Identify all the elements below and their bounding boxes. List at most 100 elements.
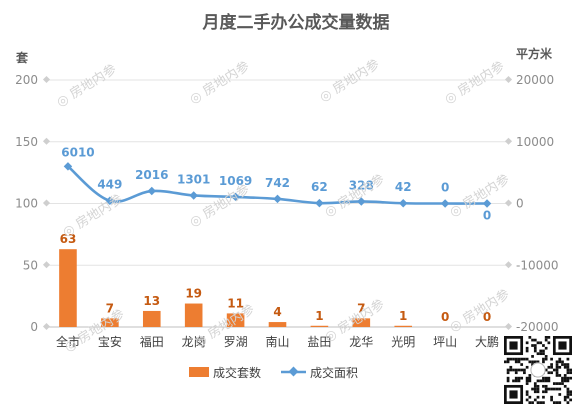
qr-cell [528, 360, 532, 364]
qr-cell [555, 363, 559, 366]
qr-cell [547, 336, 551, 339]
qr-cell [566, 393, 570, 396]
line-data-label: 0 [441, 181, 449, 195]
qr-cell [531, 387, 534, 391]
qr-cell [533, 338, 537, 342]
qr-cell [544, 376, 548, 380]
qr-code [504, 336, 572, 404]
qr-cell [552, 368, 556, 372]
qr-cell [514, 376, 518, 380]
qr-cell [504, 360, 507, 364]
line-data-label: 742 [265, 176, 290, 190]
qr-cell [566, 390, 570, 394]
qr-cell [544, 346, 548, 350]
y-left-tick: 50 [23, 258, 38, 272]
axis-diamond [504, 322, 513, 331]
qr-cell [552, 382, 556, 385]
legend-line-marker [288, 366, 299, 377]
x-tick-label: 宝安 [98, 334, 122, 349]
axis-diamond [42, 322, 51, 331]
bar-data-label: 63 [60, 232, 77, 246]
qr-cell [531, 338, 534, 342]
bar-data-label: 4 [273, 305, 281, 319]
qr-cell [514, 357, 518, 361]
bar [268, 322, 287, 327]
qr-cell [563, 374, 567, 377]
bar [226, 313, 245, 327]
qr-cell [533, 344, 537, 347]
qr-cell [544, 336, 548, 339]
qr-cell [528, 395, 532, 399]
axis-diamond [504, 199, 513, 207]
axis-diamond [42, 261, 51, 269]
axis-diamond [504, 75, 513, 84]
qr-cell [542, 401, 545, 404]
qr-cell [566, 395, 570, 399]
axis-diamond [42, 199, 51, 207]
x-tick-label: 罗湖 [224, 334, 248, 349]
qr-cell [566, 387, 570, 391]
legend-line-label: 成交面积 [310, 365, 358, 380]
qr-cell [512, 368, 515, 372]
qr-cell [531, 401, 534, 404]
qr-cell [512, 379, 515, 383]
qr-cell [512, 357, 515, 361]
bar-data-label: 0 [483, 310, 491, 324]
qr-cell [525, 393, 529, 396]
x-tick-label: 盐田 [307, 335, 331, 349]
line-data-label: 42 [395, 180, 412, 194]
qr-cell [536, 384, 540, 388]
line-series: 6010 449 2016 1301 1069 742 62 328 42 0 0 [61, 145, 492, 223]
qr-cell [547, 365, 551, 369]
qr-cell [561, 382, 564, 385]
qr-cell [544, 387, 548, 391]
qr-cell [563, 376, 567, 380]
legend-bar-label: 成交套数 [213, 365, 261, 380]
qr-cell [525, 341, 529, 345]
qr-cell [531, 363, 534, 366]
qr-cell [506, 357, 510, 361]
qr-cell [552, 387, 556, 391]
qr-cell [539, 401, 543, 404]
qr-cell [506, 360, 510, 364]
axes: 050100150200-20000-1000001000020000全市 宝安福… [15, 73, 558, 349]
qr-cell [520, 357, 524, 361]
x-tick-label: 龙岗 [182, 335, 206, 349]
qr-cell [536, 341, 540, 345]
qr-cell [517, 376, 521, 380]
qr-cell [569, 371, 572, 375]
qr-cell [555, 360, 559, 364]
qr-cell [563, 395, 567, 399]
qr-cell [533, 382, 537, 385]
x-tick-label: 坪山 [433, 335, 457, 349]
x-tick-label: 光明 [391, 335, 415, 349]
bar [310, 325, 329, 327]
qr-cell [539, 379, 543, 383]
qr-cell [569, 393, 572, 396]
x-tick-label: 福田 [140, 334, 164, 349]
line-data-label: 62 [311, 180, 328, 194]
chart-title: 月度二手办公成交量数据 [202, 12, 390, 33]
qr-cell [539, 349, 543, 353]
legend: 成交套数 成交面积 [189, 365, 358, 380]
qr-cell [520, 368, 524, 372]
qr-cell [550, 371, 553, 375]
qr-cell [531, 344, 534, 347]
y-right-label: 平方米 [516, 46, 553, 61]
bar [101, 318, 119, 327]
qr-cell [536, 379, 540, 383]
qr-cell [544, 368, 548, 372]
qr-cell [531, 360, 534, 364]
y-right-tick: -10000 [516, 258, 559, 272]
bar-data-label: 7 [357, 301, 365, 315]
qr-cell [533, 384, 537, 388]
qr-cell [528, 376, 532, 380]
qr-cell [542, 344, 545, 347]
qr-cell [569, 390, 572, 394]
y-left-label: 套 [15, 50, 29, 65]
qr-cell [536, 395, 540, 399]
qr-cell [561, 360, 564, 364]
qr-cell [552, 401, 556, 404]
qr-cell [517, 368, 521, 372]
line-point [105, 196, 115, 205]
